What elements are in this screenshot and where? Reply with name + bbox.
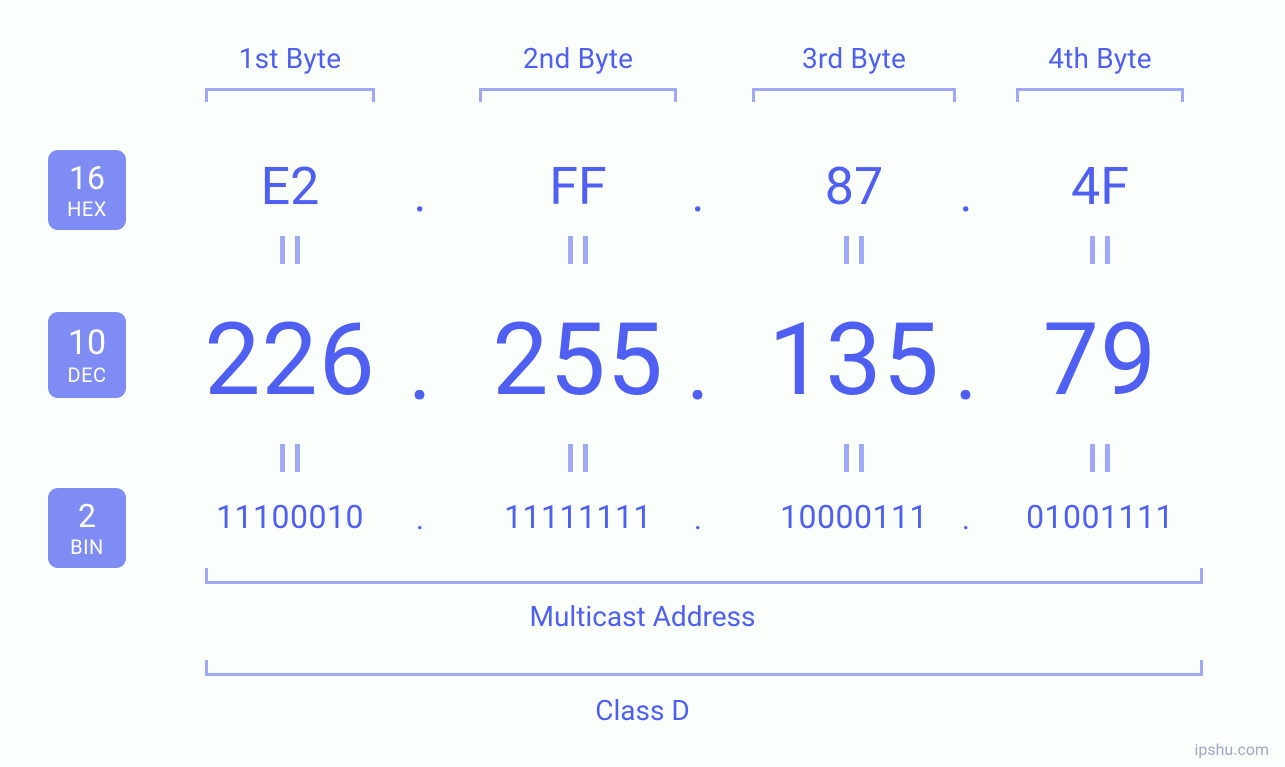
hex-byte-4: 4F	[1000, 156, 1200, 217]
bottom-bracket	[205, 568, 1203, 584]
byte-header-1: 1st Byte	[190, 42, 390, 75]
dot-separator: .	[400, 318, 440, 421]
equals-icon	[1090, 236, 1110, 264]
byte-bracket-3	[752, 88, 956, 102]
byte-bracket-4	[1016, 88, 1184, 102]
bin-badge: 2BIN	[48, 488, 126, 568]
dec-byte-3: 135	[734, 302, 974, 419]
badge-base-label: DEC	[67, 363, 106, 387]
bin-byte-3: 10000111	[734, 498, 974, 536]
byte-header-4: 4th Byte	[1000, 42, 1200, 75]
dot-separator: .	[946, 318, 986, 421]
badge-base-number: 10	[68, 323, 106, 363]
bin-byte-2: 11111111	[458, 498, 698, 536]
bottom-bracket	[205, 660, 1203, 676]
dec-badge: 10DEC	[48, 312, 126, 398]
byte-bracket-2	[479, 88, 677, 102]
equals-icon	[280, 444, 300, 472]
byte-header-2: 2nd Byte	[478, 42, 678, 75]
dec-byte-1: 226	[170, 302, 410, 419]
badge-base-label: BIN	[70, 535, 104, 559]
hex-byte-2: FF	[478, 156, 678, 217]
byte-header-3: 3rd Byte	[754, 42, 954, 75]
dot-separator: .	[678, 502, 718, 537]
watermark: ipshu.com	[1194, 740, 1269, 759]
equals-icon	[844, 444, 864, 472]
badge-base-number: 16	[69, 159, 105, 197]
badge-base-number: 2	[78, 497, 96, 535]
dot-separator: .	[678, 166, 718, 223]
bin-byte-4: 01001111	[980, 498, 1220, 536]
class-label: Class D	[0, 694, 1285, 727]
byte-bracket-1	[205, 88, 375, 102]
equals-icon	[568, 444, 588, 472]
badge-base-label: HEX	[67, 197, 107, 221]
address-type-label: Multicast Address	[0, 600, 1285, 633]
hex-badge: 16HEX	[48, 150, 126, 230]
equals-icon	[1090, 444, 1110, 472]
equals-icon	[844, 236, 864, 264]
dot-separator: .	[400, 502, 440, 537]
dot-separator: .	[678, 318, 718, 421]
dot-separator: .	[946, 502, 986, 537]
equals-icon	[568, 236, 588, 264]
dec-byte-4: 79	[980, 302, 1220, 419]
hex-byte-1: E2	[190, 156, 390, 217]
dot-separator: .	[400, 166, 440, 223]
hex-byte-3: 87	[754, 156, 954, 217]
equals-icon	[280, 236, 300, 264]
dec-byte-2: 255	[458, 302, 698, 419]
bin-byte-1: 11100010	[170, 498, 410, 536]
dot-separator: .	[946, 166, 986, 223]
